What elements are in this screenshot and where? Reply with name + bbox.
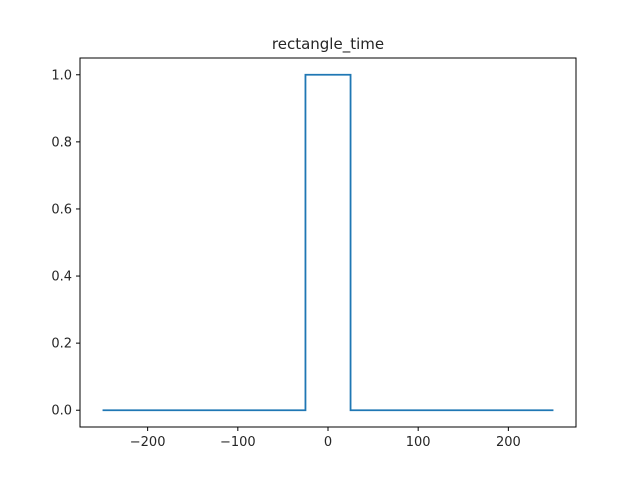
series-line (102, 73, 554, 412)
x-tick-label: −200 (130, 435, 166, 450)
plot-frame (79, 57, 577, 428)
y-tick-label: 0.4 (51, 270, 72, 285)
y-tick-label: 0.8 (51, 135, 72, 150)
y-tick-label: 0.0 (51, 404, 72, 419)
y-tick-label: 0.2 (51, 337, 72, 352)
y-axis: 0.0 0.2 0.4 0.6 0.8 1.0 (51, 68, 80, 419)
x-tick-label: 0 (324, 435, 332, 450)
y-tick-label: 1.0 (51, 68, 72, 83)
series-layer (102, 73, 554, 412)
x-tick-label: −100 (220, 435, 256, 450)
x-tick-label: 100 (406, 435, 431, 450)
chart-title: rectangle_time (272, 35, 384, 54)
y-tick-label: 0.6 (51, 202, 72, 217)
x-axis: −200 −100 0 100 200 (130, 427, 521, 450)
x-tick-label: 200 (496, 435, 521, 450)
